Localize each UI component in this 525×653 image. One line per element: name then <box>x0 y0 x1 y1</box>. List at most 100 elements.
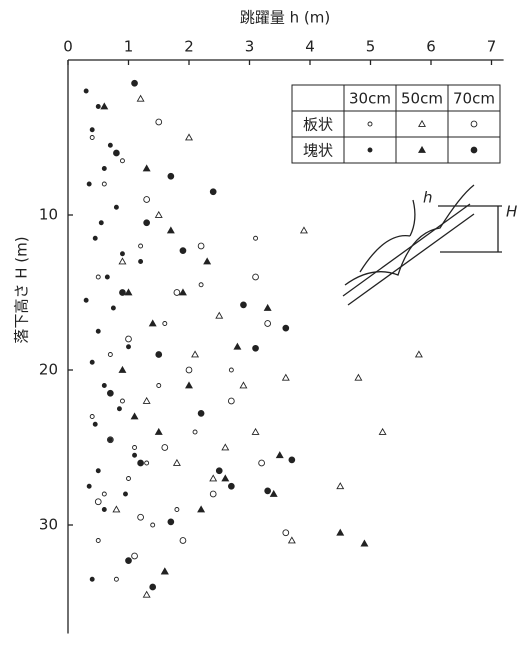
point <box>119 158 125 164</box>
point <box>228 367 234 373</box>
legend-symbol <box>470 146 478 154</box>
point <box>113 576 119 582</box>
point <box>282 324 290 332</box>
point <box>89 135 95 140</box>
point <box>95 538 101 543</box>
y-tick-label: 10 <box>39 206 58 224</box>
point <box>154 427 163 435</box>
point <box>288 456 296 464</box>
point <box>110 305 116 311</box>
point <box>101 507 107 512</box>
point <box>131 79 138 87</box>
point <box>155 351 163 358</box>
legend-symbol <box>367 147 373 153</box>
point <box>162 321 168 326</box>
point <box>138 259 144 264</box>
point <box>185 381 193 389</box>
point <box>282 529 290 537</box>
point <box>197 242 205 250</box>
point <box>197 410 205 417</box>
y-axis-label: 落下高さ H (m) <box>13 236 31 343</box>
point <box>167 518 175 526</box>
point <box>378 427 387 435</box>
point <box>336 528 345 536</box>
point <box>137 513 144 521</box>
point <box>252 344 259 352</box>
point <box>104 274 110 280</box>
point <box>221 474 230 482</box>
point <box>166 226 175 234</box>
point <box>92 421 98 427</box>
point <box>86 483 92 489</box>
legend-symbol <box>470 120 478 128</box>
point <box>101 383 107 388</box>
point <box>95 468 101 474</box>
x-tick-label: 2 <box>184 38 194 56</box>
point <box>258 459 265 467</box>
legend-row: 塊状 <box>303 142 333 160</box>
point <box>119 289 126 296</box>
point <box>281 373 290 381</box>
point <box>89 127 95 133</box>
point <box>264 320 272 327</box>
point <box>155 118 163 126</box>
legend-symbol <box>418 145 426 153</box>
point <box>264 487 272 495</box>
point <box>414 350 423 358</box>
point <box>123 491 128 497</box>
slope-line <box>342 203 471 297</box>
point <box>83 88 89 94</box>
inset-label: H <box>506 203 517 221</box>
x-tick-label: 6 <box>426 38 436 56</box>
point <box>251 427 260 435</box>
point <box>131 552 138 560</box>
point <box>149 583 157 591</box>
point <box>126 344 131 350</box>
point <box>209 188 217 196</box>
point <box>101 166 107 171</box>
point <box>124 288 133 296</box>
point <box>101 181 107 187</box>
point <box>178 288 187 296</box>
point <box>142 396 151 404</box>
point <box>138 243 144 249</box>
point <box>197 505 206 513</box>
point <box>336 482 345 490</box>
x-tick-label: 7 <box>487 38 497 56</box>
y-tick-label: 30 <box>39 516 58 534</box>
point <box>150 522 156 528</box>
point <box>107 437 113 443</box>
point <box>144 460 150 466</box>
legend-column: 70cm <box>453 90 495 108</box>
point <box>118 257 127 265</box>
point <box>132 445 138 450</box>
trajectory <box>359 235 411 273</box>
x-tick-label: 0 <box>63 38 73 56</box>
point <box>263 303 272 311</box>
point <box>253 235 259 241</box>
point <box>215 467 223 475</box>
point <box>89 414 95 419</box>
point <box>240 301 247 309</box>
point <box>160 567 169 575</box>
point <box>98 220 104 226</box>
point <box>172 458 181 466</box>
point <box>142 164 151 172</box>
x-tick-label: 4 <box>305 38 315 56</box>
point <box>198 282 204 288</box>
point <box>95 328 101 334</box>
point <box>132 452 138 458</box>
point <box>174 507 180 512</box>
point <box>130 412 139 420</box>
point <box>137 459 144 467</box>
y-tick-label: 20 <box>39 361 58 379</box>
point <box>143 196 151 203</box>
point <box>179 247 187 255</box>
point <box>228 397 235 405</box>
point <box>154 210 163 218</box>
point <box>252 273 259 281</box>
x-axis-label: 跳躍量 h (m) <box>240 9 330 27</box>
point <box>126 476 131 481</box>
h-marker <box>409 199 416 237</box>
